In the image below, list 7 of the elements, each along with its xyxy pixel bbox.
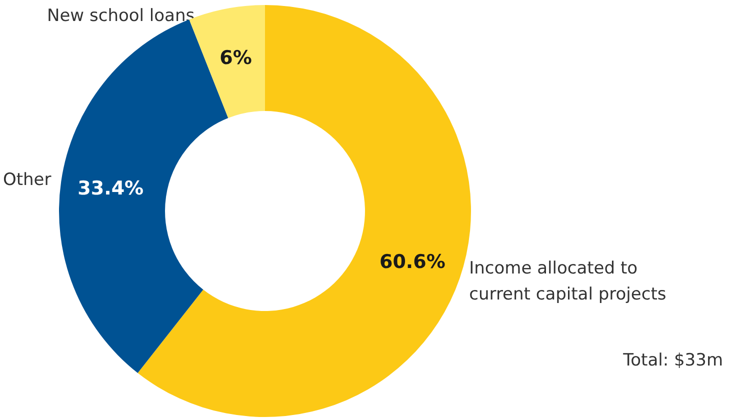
data-label: 6% xyxy=(220,46,252,69)
data-label: 60.6% xyxy=(379,250,446,273)
slice-label: New school loans xyxy=(47,6,195,26)
slice-label: Other xyxy=(2,170,52,190)
text: Total: $33m xyxy=(622,350,723,370)
slice-label: Income allocated to current capital projects xyxy=(469,258,666,305)
data-label: 33.4% xyxy=(78,178,144,200)
